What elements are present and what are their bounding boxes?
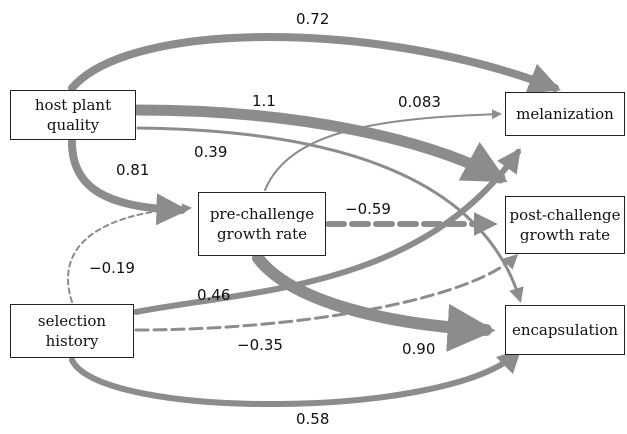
node-host-plant-quality: host plant quality: [10, 90, 136, 140]
arrow-selection-to-encapsulation: [69, 348, 522, 408]
node-label: pre-challenge growth rate: [209, 205, 315, 243]
node-label: post-challenge growth rate: [509, 206, 621, 244]
coef-pre-encapsulation: 0.90: [402, 340, 436, 358]
node-post-challenge-growth-rate: post-challenge growth rate: [505, 196, 625, 254]
arrow-selection-to-post-challenge: [134, 253, 519, 332]
node-selection-history: selection history: [10, 304, 134, 358]
arrow-host-plant-to-melanization: [68, 33, 561, 94]
node-label: host plant quality: [34, 96, 112, 134]
node-label: melanization: [516, 105, 614, 123]
coef-selection-pre-challenge: −0.19: [89, 259, 135, 277]
arrow-host-plant-to-post-challenge: [132, 104, 508, 184]
coef-pre-melanization: 0.083: [398, 93, 441, 111]
node-pre-challenge-growth-rate: pre-challenge growth rate: [198, 192, 326, 256]
arrow-host-plant-to-pre-challenge: [68, 138, 189, 226]
arrow-selection-to-melanization: [133, 148, 521, 315]
arrow-selection-to-pre-challenge: [67, 203, 192, 303]
arrow-pre-challenge-to-melanization: [264, 109, 502, 191]
coef-host-pre-challenge: 0.81: [116, 161, 150, 179]
node-encapsulation: encapsulation: [505, 305, 625, 355]
coef-host-post-challenge: 1.1: [252, 92, 276, 110]
coef-selection-post-challenge: −0.35: [237, 336, 283, 354]
coef-selection-melanization: 0.46: [197, 286, 231, 304]
node-label: selection history: [37, 312, 107, 350]
coef-host-melanization: 0.72: [296, 10, 330, 28]
node-melanization: melanization: [505, 92, 625, 136]
node-label: encapsulation: [511, 321, 619, 339]
coef-selection-encapsulation: 0.58: [296, 410, 330, 428]
arrow-pre-challenge-to-encapsulation: [252, 252, 496, 352]
coef-pre-post-challenge: −0.59: [345, 200, 391, 218]
arrow-host-plant-to-encapsulation: [136, 126, 524, 303]
coef-host-encapsulation: 0.39: [194, 143, 228, 161]
